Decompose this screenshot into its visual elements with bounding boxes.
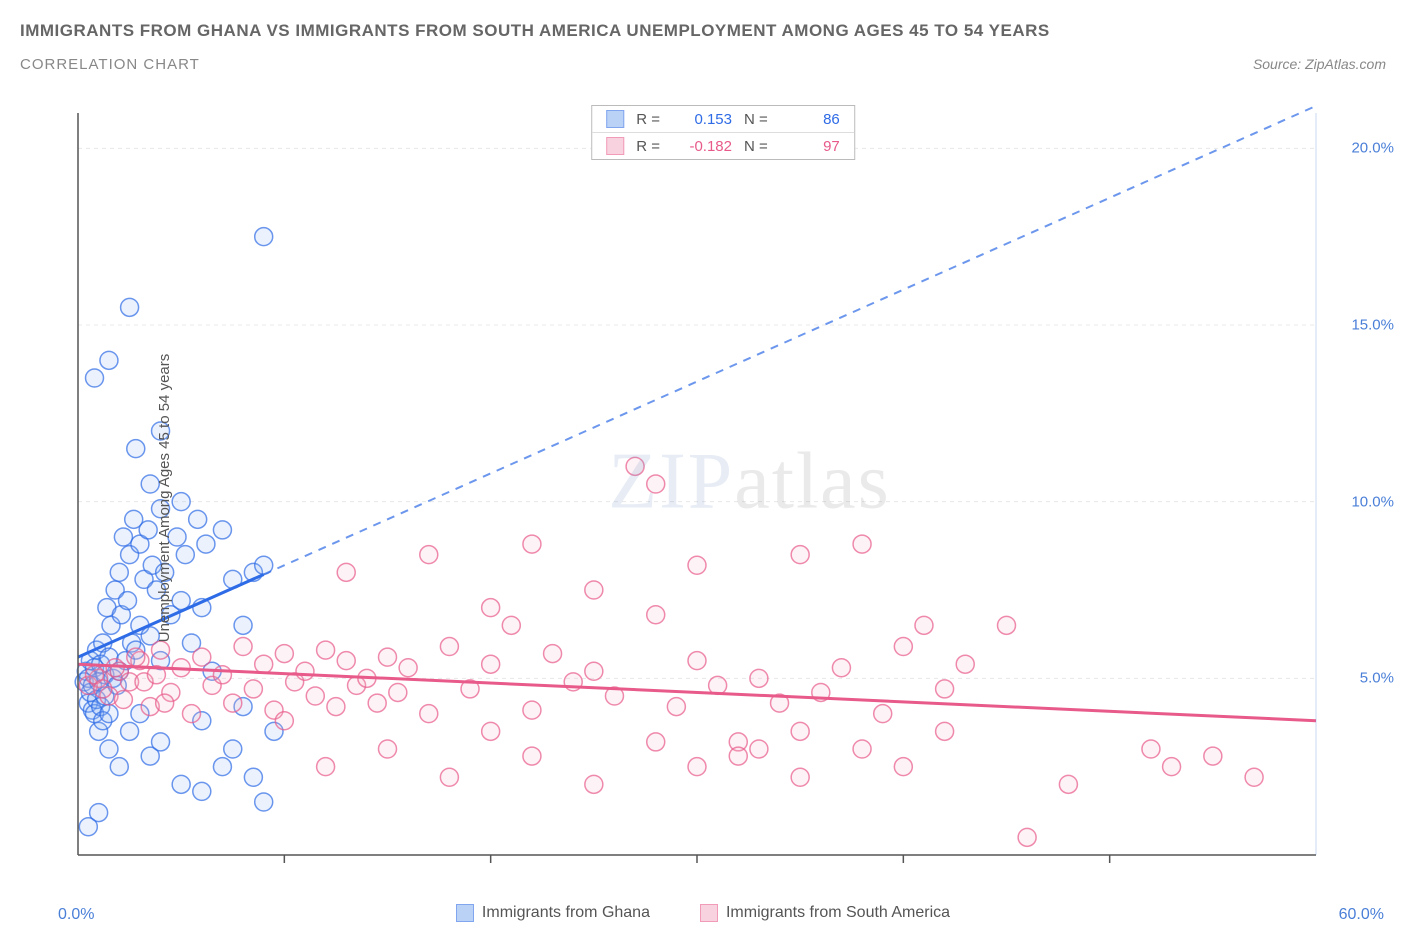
legend-swatch: [606, 110, 624, 128]
stat-n-label: N =: [744, 138, 768, 155]
stat-n-value: 97: [780, 138, 840, 155]
legend-label: Immigrants from South America: [726, 904, 950, 922]
legend-swatch: [456, 904, 474, 922]
y-tick-label: 5.0%: [1360, 670, 1394, 687]
stat-r-label: R =: [636, 138, 660, 155]
subtitle-row: CORRELATION CHART Source: ZipAtlas.com: [20, 56, 1386, 73]
scatter-plot-svg: [60, 105, 1386, 890]
legend-item: Immigrants from South America: [700, 904, 950, 922]
stat-r-value: -0.182: [672, 138, 732, 155]
legend-swatch: [606, 137, 624, 155]
stat-n-value: 86: [780, 111, 840, 128]
legend-stats-row: R = 0.153 N = 86: [592, 106, 854, 132]
chart-title: IMMIGRANTS FROM GHANA VS IMMIGRANTS FROM…: [20, 18, 1386, 44]
y-axis-label: Unemployment Among Ages 45 to 54 years: [156, 353, 173, 642]
stat-r-value: 0.153: [672, 111, 732, 128]
stat-n-label: N =: [744, 111, 768, 128]
stat-r-label: R =: [636, 111, 660, 128]
legend-item: Immigrants from Ghana: [456, 904, 650, 922]
y-tick-label: 15.0%: [1351, 317, 1394, 334]
chart-subtitle: CORRELATION CHART: [20, 56, 200, 73]
legend-label: Immigrants from Ghana: [482, 904, 650, 922]
legend-stats-row: R = -0.182 N = 97: [592, 132, 854, 159]
correlation-legend: R = 0.153 N = 86 R = -0.182 N = 97: [591, 105, 855, 160]
chart-area: Unemployment Among Ages 45 to 54 years Z…: [60, 105, 1386, 890]
chart-header: IMMIGRANTS FROM GHANA VS IMMIGRANTS FROM…: [0, 0, 1406, 73]
chart-source: Source: ZipAtlas.com: [1253, 56, 1386, 72]
legend-swatch: [700, 904, 718, 922]
y-tick-label: 10.0%: [1351, 493, 1394, 510]
series-legend: Immigrants from Ghana Immigrants from Sou…: [0, 904, 1406, 922]
y-tick-label: 20.0%: [1351, 140, 1394, 157]
